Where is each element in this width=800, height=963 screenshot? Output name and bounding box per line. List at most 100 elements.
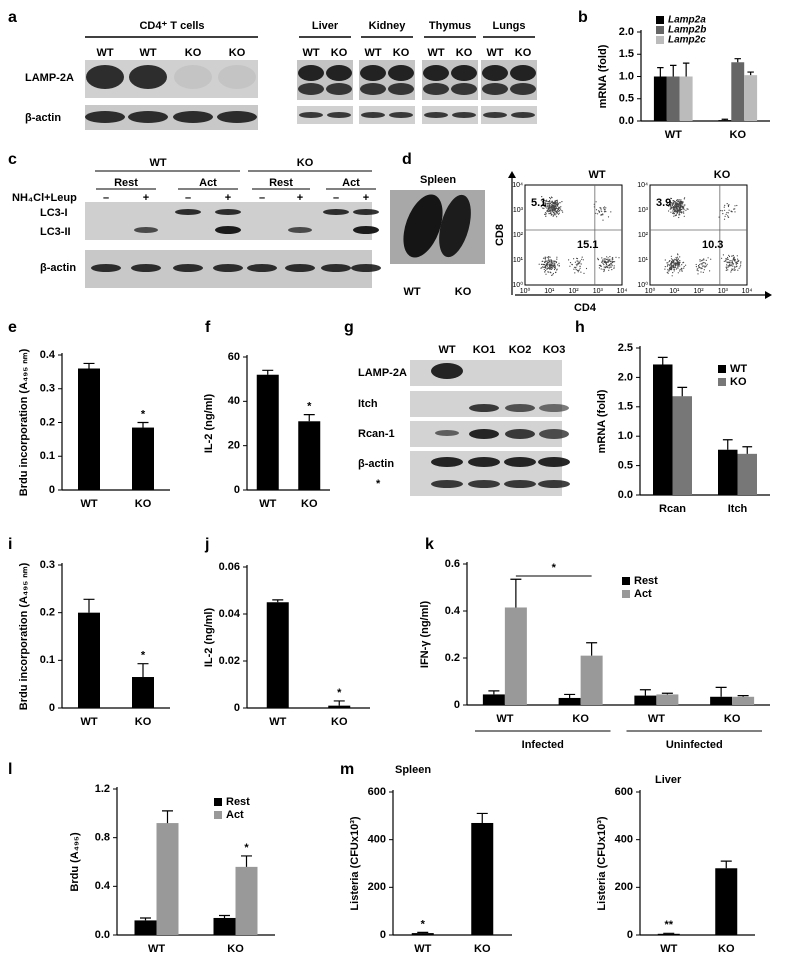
cell-dot xyxy=(548,263,550,265)
cell-dot xyxy=(700,267,702,269)
error-bar xyxy=(241,855,252,867)
cell-dot xyxy=(673,270,675,272)
y-tick-label: 1.2 xyxy=(95,783,110,795)
error-bar xyxy=(564,693,576,698)
cell-dot xyxy=(672,259,674,261)
cell-dot xyxy=(544,212,547,214)
cell-dot xyxy=(685,209,687,211)
cell-dot xyxy=(677,267,679,269)
cell-dot xyxy=(734,266,736,269)
cell-dot xyxy=(580,271,582,273)
cell-dot xyxy=(677,210,680,212)
cell-dot xyxy=(728,255,731,258)
cell-dot xyxy=(722,254,725,256)
cell-dot xyxy=(597,210,600,212)
cell-dot xyxy=(578,263,580,265)
cell-dot xyxy=(734,208,736,210)
cell-dot xyxy=(664,268,666,270)
cell-dot xyxy=(605,258,608,260)
cell-dot xyxy=(672,210,674,212)
blot-band xyxy=(469,429,499,439)
cell-dot xyxy=(701,267,703,269)
cell-dot xyxy=(671,203,673,205)
cell-dot xyxy=(702,262,704,264)
cell-dot xyxy=(544,200,547,202)
cell-dot xyxy=(547,206,549,208)
spleen xyxy=(403,194,443,258)
annotation: ** xyxy=(664,919,673,931)
sign: + xyxy=(143,192,149,204)
cell-dot xyxy=(551,207,553,209)
cell-dot xyxy=(557,202,559,204)
y-tick-label: 200 xyxy=(615,881,633,893)
cell-dot xyxy=(724,215,726,217)
lane-label: KO xyxy=(393,47,410,59)
cell-dot xyxy=(737,258,739,260)
cell-dot xyxy=(595,209,598,211)
cell-dot xyxy=(674,267,676,269)
cell-dot xyxy=(673,264,675,266)
lane-label: KO2 xyxy=(509,344,532,356)
group-label: KO xyxy=(297,157,314,169)
cell-dot xyxy=(546,209,548,212)
cell-dot xyxy=(727,261,729,263)
tissue-label: Kidney xyxy=(369,20,407,32)
cell-dot xyxy=(686,208,688,210)
cell-dot xyxy=(603,261,606,263)
cell-dot xyxy=(676,262,678,264)
cell-dot xyxy=(558,262,560,264)
cell-dot xyxy=(613,267,615,269)
cell-dot xyxy=(556,199,558,201)
panel-label: j xyxy=(204,536,209,553)
error-bar xyxy=(303,414,315,422)
cell-dot xyxy=(577,270,580,272)
cell-dot xyxy=(673,266,675,269)
cell-dot xyxy=(734,205,736,207)
cell-dot xyxy=(682,206,684,208)
cell-dot xyxy=(675,205,677,207)
annotation: * xyxy=(552,562,557,574)
cell-dot xyxy=(725,259,727,261)
cell-dot xyxy=(676,204,678,206)
cell-dot xyxy=(700,268,702,270)
cell-dot xyxy=(683,208,685,210)
cell-dot xyxy=(576,260,578,262)
cell-dot xyxy=(668,270,670,272)
y-tick-label: 1.5 xyxy=(619,48,634,60)
cell-dot xyxy=(552,265,554,267)
y-tick-label: 0.4 xyxy=(445,605,461,617)
cell-dot xyxy=(549,200,551,202)
y-tick-label: 1.5 xyxy=(618,401,633,413)
cell-dot xyxy=(608,260,610,262)
blot-band xyxy=(361,112,385,118)
cell-dot xyxy=(540,206,542,208)
cell-dot xyxy=(672,272,674,274)
blot-band xyxy=(482,65,508,81)
cell-dot xyxy=(677,204,679,206)
cell-dot xyxy=(676,206,678,208)
y-tick-label: 2.5 xyxy=(618,342,633,354)
cell-dot xyxy=(575,263,577,265)
cell-dot xyxy=(546,260,548,263)
flow-tick: 10¹ xyxy=(669,288,680,295)
y-tick-label: 0.3 xyxy=(40,559,55,571)
cell-dot xyxy=(550,196,553,198)
flow-tick: 10⁰ xyxy=(512,281,523,289)
cell-dot xyxy=(555,261,558,264)
y-axis-label: Listeria (CFUx10³) xyxy=(349,816,361,910)
panel-label: h xyxy=(575,319,585,336)
cell-dot xyxy=(601,214,603,216)
cell-dot xyxy=(576,263,579,265)
spleen xyxy=(439,194,471,258)
cell-dot xyxy=(556,256,558,258)
x-tick-label: KO xyxy=(135,498,152,510)
cell-dot xyxy=(603,266,605,268)
cell-dot xyxy=(602,219,604,221)
cell-dot xyxy=(554,204,556,206)
cell-dot xyxy=(678,216,680,219)
cell-dot xyxy=(545,263,547,265)
cell-dot xyxy=(548,256,550,258)
cell-dot xyxy=(605,265,607,267)
error-bar xyxy=(488,690,500,695)
cell-dot xyxy=(611,265,613,267)
